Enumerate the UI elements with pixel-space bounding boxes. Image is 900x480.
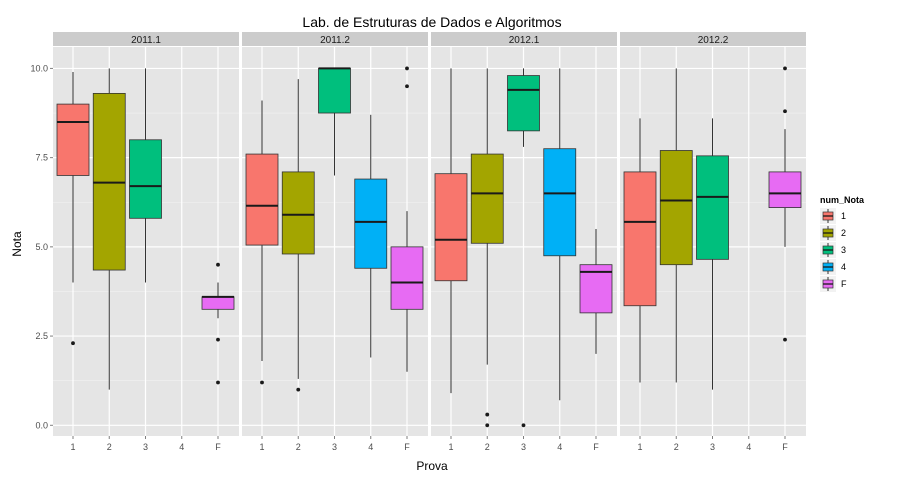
facet-strip [431, 32, 617, 46]
x-axis-title: Prova [416, 459, 448, 473]
box-2 [92, 68, 126, 390]
outlier-point [216, 337, 220, 342]
outlier-point [216, 262, 220, 267]
outlier-point [783, 66, 787, 71]
outlier-point [216, 380, 220, 385]
box-F [579, 229, 613, 354]
x-tick-label: 4 [368, 442, 373, 452]
facet-panel: 2011.2 1 2 3 4 F [242, 32, 428, 452]
outlier-point [405, 66, 409, 71]
box-body [281, 171, 315, 255]
box-body [543, 148, 577, 257]
box-F [201, 262, 235, 385]
box-body [507, 75, 540, 132]
x-tick-label: 2 [674, 442, 679, 452]
box-body [434, 173, 468, 282]
facet-strip [242, 32, 428, 46]
box-body [470, 153, 504, 244]
x-tick-label: F [404, 442, 410, 452]
box-2 [470, 68, 504, 428]
outlier-point [783, 109, 787, 114]
box-4 [543, 68, 577, 401]
box-F [390, 66, 424, 372]
box-4 [354, 114, 388, 358]
x-tick-label: F [593, 442, 599, 452]
legend: num_Nota 1 2 3 4 F [820, 195, 865, 292]
box-3 [696, 118, 729, 390]
outlier-point [485, 412, 490, 417]
outlier-point [71, 341, 75, 346]
x-tick-label: 3 [332, 442, 337, 452]
outlier-point [783, 337, 787, 342]
x-tick-label: 2 [107, 442, 112, 452]
box-F [768, 66, 802, 342]
facet-strip-label: 2011.1 [131, 35, 161, 46]
facet-strip [620, 32, 806, 46]
y-tick-label: 0.0 [35, 420, 48, 430]
box-body [354, 178, 388, 269]
box-body [245, 153, 279, 246]
x-tick-label: 4 [746, 442, 751, 452]
facet-panel: 2011.1 1 2 3 4 F [53, 32, 239, 452]
x-tick-label: 1 [637, 442, 642, 452]
y-tick-label: 5.0 [35, 242, 48, 252]
box-body [318, 68, 351, 114]
box-3 [507, 68, 540, 428]
facet-strip-label: 2012.2 [698, 35, 729, 46]
y-tick-label: 2.5 [35, 331, 48, 341]
outlier-point [521, 423, 526, 428]
x-tick-label: 3 [710, 442, 715, 452]
facet-panel: 2012.1 1 2 3 4 F [431, 32, 617, 452]
legend-label: 3 [841, 245, 846, 255]
box-1 [623, 118, 657, 383]
box-1 [434, 68, 468, 394]
box-body [659, 150, 693, 266]
x-tick-label: F [782, 442, 788, 452]
x-tick-label: 2 [485, 442, 490, 452]
box-body [390, 246, 424, 310]
legend-label: 1 [841, 211, 846, 221]
x-tick-label: F [215, 442, 221, 452]
facet-strip [53, 32, 239, 46]
facet-strip-label: 2012.1 [509, 35, 540, 46]
box-1 [245, 100, 279, 385]
box-3 [129, 68, 162, 283]
facet-panels: 2011.1 1 2 3 4 F 2011.2 1 2 3 4 F 2012.1 1 2 3 4 F 2012.2 1… [53, 32, 806, 452]
legend-label: 4 [841, 262, 846, 272]
x-tick-label: 4 [557, 442, 562, 452]
outlier-point [405, 84, 409, 89]
box-body [129, 139, 162, 219]
box-3 [318, 67, 351, 176]
legend-label: 2 [841, 228, 846, 238]
y-axis: 0.0 2.5 5.0 7.5 10.0 [30, 63, 53, 430]
x-tick-label: 1 [259, 442, 264, 452]
outlier-point [260, 380, 264, 385]
legend-title: num_Nota [820, 195, 865, 205]
box-2 [659, 68, 693, 383]
box-body [56, 103, 90, 176]
outlier-point [296, 387, 301, 392]
box-body [201, 296, 235, 310]
y-tick-label: 7.5 [35, 153, 48, 163]
outlier-point [485, 423, 490, 428]
facet-panel: 2012.2 1 2 3 4 F [620, 32, 806, 452]
y-tick-label: 10.0 [30, 63, 48, 73]
facet-strip-label: 2011.2 [320, 35, 350, 46]
box-body [768, 171, 802, 208]
box-1 [56, 71, 90, 346]
box-body [623, 171, 657, 307]
legend-label: F [841, 279, 847, 289]
y-axis-title: Nota [10, 231, 24, 257]
box-body [696, 155, 729, 260]
x-tick-label: 4 [179, 442, 184, 452]
chart-title: Lab. de Estruturas de Dados e Algoritmos [302, 14, 561, 30]
x-tick-label: 2 [296, 442, 301, 452]
box-2 [281, 79, 315, 392]
x-tick-label: 3 [143, 442, 148, 452]
x-tick-label: 1 [70, 442, 75, 452]
x-tick-label: 3 [521, 442, 526, 452]
x-tick-label: 1 [448, 442, 453, 452]
